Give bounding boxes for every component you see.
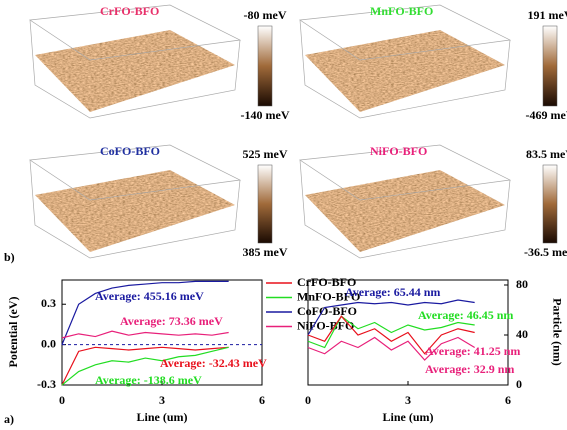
colorbar-bottom: -36.5 meV xyxy=(524,245,567,259)
colorbar xyxy=(257,25,273,107)
x-tick-label: 3 xyxy=(159,393,165,407)
x-axis-label: Line (um) xyxy=(137,410,188,424)
x-tick-label: 0 xyxy=(305,393,311,407)
figure-label: b) xyxy=(4,250,15,264)
annotation: Average: 455.16 meV xyxy=(95,289,204,303)
surface xyxy=(305,170,505,252)
colorbar xyxy=(257,164,273,244)
surface xyxy=(305,30,505,112)
y-axis-label: Particle (nm) xyxy=(550,298,564,366)
panel-title: CrFO-BFO xyxy=(100,4,159,18)
surface xyxy=(35,170,235,252)
data-line xyxy=(307,315,475,349)
data-line xyxy=(307,299,475,336)
figure-label: a) xyxy=(4,412,14,426)
y-axis-label: Potential (eV) xyxy=(6,297,20,368)
annotation: Average: 73.36 meV xyxy=(120,314,223,328)
colorbar-bottom: -140 meV xyxy=(241,108,290,122)
x-tick-label: 0 xyxy=(59,393,65,407)
annotation: Average: -32.43 meV xyxy=(160,356,267,370)
legend-label: MnFO-BFO xyxy=(297,289,360,303)
colorbar-top: 525 meV xyxy=(243,147,288,161)
x-tick-label: 6 xyxy=(259,393,265,407)
colorbar-bottom: 385 meV xyxy=(243,245,288,259)
box-frame xyxy=(29,19,241,119)
y-tick-label: 40 xyxy=(516,327,528,341)
y-tick-label: -0.3 xyxy=(37,377,56,391)
y-tick-label: 80 xyxy=(516,277,528,291)
box-frame xyxy=(29,159,241,259)
box-frame xyxy=(299,159,511,259)
colorbar xyxy=(542,25,558,107)
annotation: Average: 32.9 nm xyxy=(425,362,514,376)
y-tick-label: 0.0 xyxy=(41,336,56,350)
y-tick-label: 0.3 xyxy=(41,296,56,310)
legend-label: CoFO-BFO xyxy=(297,304,357,318)
annotation: Average: 41.25 nm xyxy=(425,344,520,358)
panel-title: CoFO-BFO xyxy=(100,144,160,158)
data-line xyxy=(307,336,475,361)
colorbar-bottom: -469 meV xyxy=(526,108,567,122)
annotation: Average: -138.6 meV xyxy=(95,373,202,387)
data-line xyxy=(61,346,229,386)
colorbar-top: 83.5 meV xyxy=(526,147,567,161)
colorbar-top: -80 meV xyxy=(244,8,287,22)
box-frame xyxy=(299,19,511,119)
panel-title: NiFO-BFO xyxy=(370,144,427,158)
x-tick-label: 6 xyxy=(505,393,511,407)
data-line xyxy=(61,280,229,345)
data-line xyxy=(61,330,229,339)
annotation: Average: 46.45 nm xyxy=(418,308,513,322)
colorbar xyxy=(542,164,558,244)
y-tick-label: 0 xyxy=(516,377,522,391)
panel-title: MnFO-BFO xyxy=(370,4,433,18)
legend-label: CrFO-BFO xyxy=(297,275,356,289)
data-line xyxy=(307,315,475,355)
x-axis-label: Line (um) xyxy=(383,410,434,424)
surface xyxy=(35,30,235,112)
data-line xyxy=(61,346,229,386)
colorbar-top: 191 meV xyxy=(528,8,567,22)
annotation: Average: 65.44 nm xyxy=(345,285,440,299)
x-tick-label: 3 xyxy=(405,393,411,407)
